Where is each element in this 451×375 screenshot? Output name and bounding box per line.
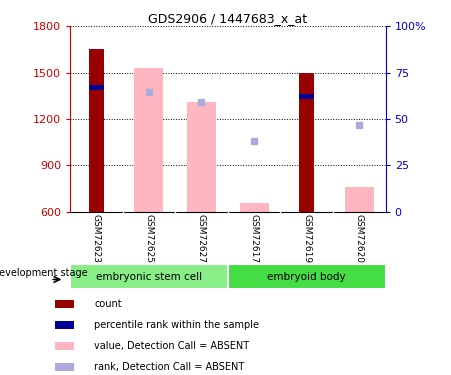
Bar: [55, 300, 74, 308]
Text: embryoid body: embryoid body: [267, 272, 346, 282]
Text: percentile rank within the sample: percentile rank within the sample: [94, 320, 259, 330]
Bar: [345, 187, 374, 212]
Text: count: count: [94, 299, 122, 309]
Bar: [70, 264, 228, 289]
Text: embryonic stem cell: embryonic stem cell: [96, 272, 202, 282]
Text: development stage: development stage: [0, 268, 88, 278]
Bar: [299, 94, 314, 99]
Bar: [89, 50, 104, 212]
Bar: [134, 68, 163, 212]
Bar: [55, 342, 74, 350]
Text: GSM72620: GSM72620: [355, 214, 364, 262]
Text: GSM72627: GSM72627: [197, 214, 206, 262]
Text: GSM72623: GSM72623: [92, 214, 101, 262]
Bar: [55, 321, 74, 329]
Bar: [239, 202, 268, 212]
Bar: [299, 73, 314, 212]
Text: GSM72619: GSM72619: [302, 214, 311, 262]
Text: GSM72625: GSM72625: [144, 214, 153, 262]
Text: GSM72617: GSM72617: [249, 214, 258, 262]
Bar: [89, 85, 104, 90]
Bar: [228, 264, 386, 289]
Bar: [187, 102, 216, 212]
Title: GDS2906 / 1447683_x_at: GDS2906 / 1447683_x_at: [148, 12, 307, 25]
Bar: [55, 363, 74, 371]
Text: value, Detection Call = ABSENT: value, Detection Call = ABSENT: [94, 341, 249, 351]
Text: rank, Detection Call = ABSENT: rank, Detection Call = ABSENT: [94, 362, 244, 372]
